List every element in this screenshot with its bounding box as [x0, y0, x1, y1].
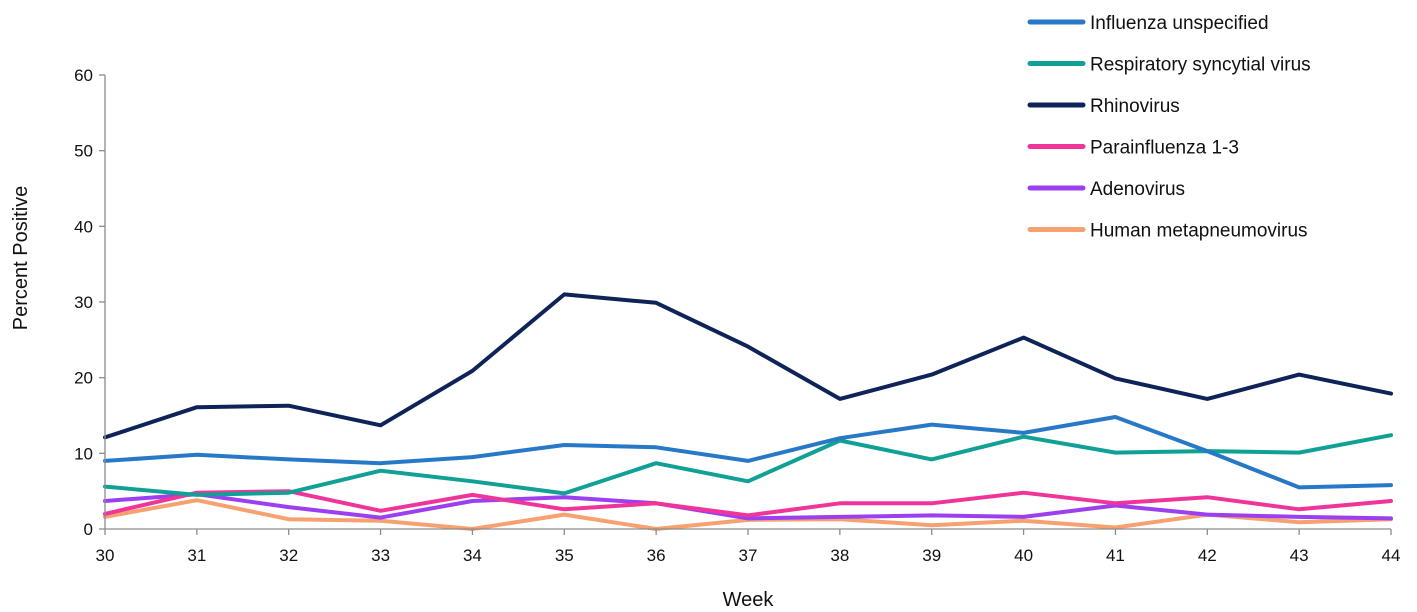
- x-tick-label: 41: [1106, 546, 1125, 565]
- plot-lines: [103, 292, 1393, 531]
- x-tick-label: 39: [922, 546, 941, 565]
- legend-label: Adenovirus: [1090, 179, 1185, 200]
- series-line-respiratory-syncytial-virus: [103, 433, 1393, 497]
- x-tick-label: 32: [279, 546, 298, 565]
- x-tick-label: 40: [1014, 546, 1033, 565]
- legend-item: Rhinovirus: [1027, 96, 1180, 117]
- x-tick-label: 33: [371, 546, 390, 565]
- x-tick-label: 36: [647, 546, 666, 565]
- legend-item: Influenza unspecified: [1027, 13, 1269, 34]
- y-tick-label: 30: [74, 293, 93, 312]
- legend-label: Parainfluenza 1-3: [1090, 138, 1239, 159]
- legend-label: Human metapneumovirus: [1090, 221, 1308, 242]
- y-tick-label: 0: [84, 520, 93, 539]
- series-line-parainfluenza-1-3: [103, 489, 1393, 518]
- legend-item: Adenovirus: [1027, 179, 1185, 200]
- series-line-rhinovirus: [103, 292, 1393, 440]
- x-tick-label: 42: [1198, 546, 1217, 565]
- x-tick-label: 44: [1382, 546, 1401, 565]
- y-ticks: 0 10 20 30 40 50 60: [74, 66, 105, 539]
- legend-item: Respiratory syncytial virus: [1027, 55, 1311, 76]
- legend: Influenza unspecified Respiratory syncyti…: [1027, 13, 1311, 242]
- y-tick-label: 20: [74, 369, 93, 388]
- legend-item: Human metapneumovirus: [1027, 221, 1308, 242]
- x-tick-label: 31: [187, 546, 206, 565]
- y-tick-label: 60: [74, 66, 93, 85]
- series-line-adenovirus: [103, 492, 1393, 521]
- legend-label: Rhinovirus: [1090, 96, 1180, 117]
- y-tick-label: 50: [74, 142, 93, 161]
- x-tick-label: 43: [1290, 546, 1309, 565]
- x-ticks: 30 31 32 33 34 35 36 37 38 39 40 41 42 43 44: [96, 529, 1401, 565]
- x-tick-label: 34: [463, 546, 482, 565]
- x-tick-label: 38: [830, 546, 849, 565]
- y-tick-label: 40: [74, 217, 93, 236]
- x-tick-label: 30: [96, 546, 115, 565]
- x-tick-label: 35: [555, 546, 574, 565]
- legend-label: Influenza unspecified: [1090, 13, 1269, 34]
- x-tick-label: 37: [739, 546, 758, 565]
- y-axis-title: Percent Positive: [10, 186, 32, 331]
- legend-label: Respiratory syncytial virus: [1090, 55, 1311, 76]
- legend-item: Parainfluenza 1-3: [1027, 138, 1239, 159]
- x-axis-title: Week: [723, 589, 775, 611]
- y-tick-label: 10: [74, 444, 93, 463]
- series-line-influenza-unspecified: [103, 415, 1393, 490]
